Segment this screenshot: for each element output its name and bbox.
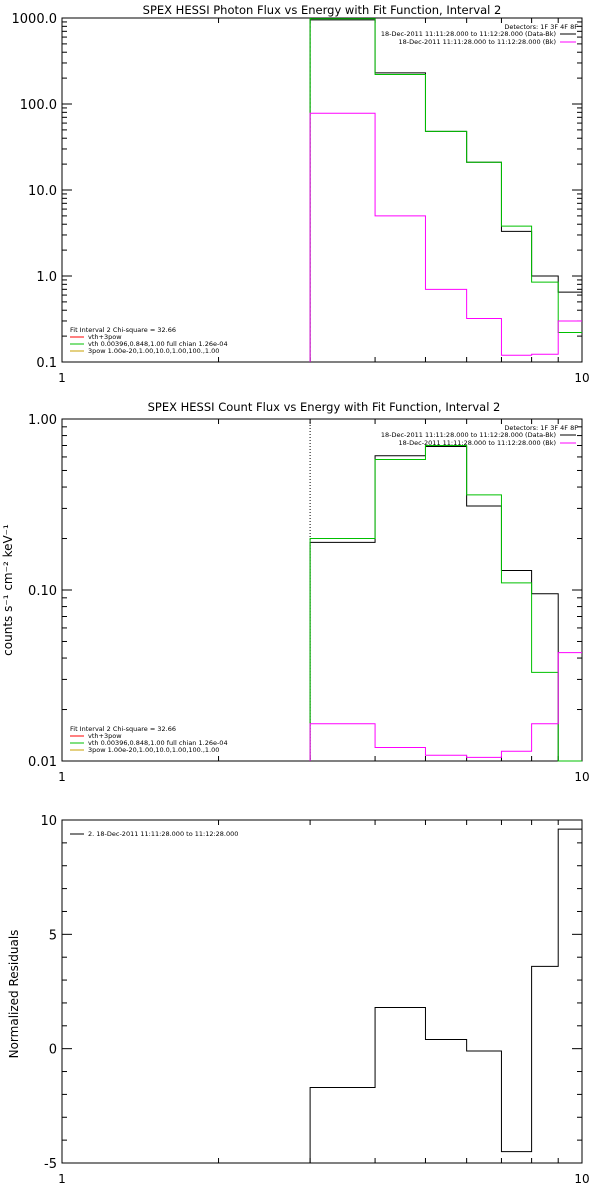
residuals-plot-frame: [61, 819, 583, 1164]
photon-flux-step-path: [309, 112, 582, 362]
photon-flux-x-tick-label: 1: [58, 371, 66, 385]
photon-flux-x-tick-label: 10: [574, 371, 589, 385]
photon-flux-legend-left-text: vth+3pow: [88, 333, 122, 341]
photon-flux-y-tick-label: 100.0: [20, 98, 57, 113]
photon-flux-y-ticks: 0.1 1.0 10.0 100.0 1000.0: [12, 12, 582, 371]
count-flux-step-path: [309, 444, 582, 762]
residuals-legend-left: 2. 18-Dec-2011 11:11:28.000 to 11:12:28.…: [70, 830, 238, 838]
residuals-step-path: [309, 828, 582, 1163]
residuals-x-tick-label: 10: [574, 1172, 589, 1186]
photon-flux-legend-left-text: 3pow 1.00e-20,1.00,10.0,1.00,100.,1.00: [88, 347, 219, 355]
photon-flux-y-tick-label: 0.1: [36, 356, 57, 371]
count-flux-legend-right-text: 18-Dec-2011 11:11:28.000 to 11:12:28.000…: [399, 439, 557, 447]
count-flux-y-tick-label: 0.01: [28, 755, 57, 770]
count-flux-series-bk: [309, 652, 582, 761]
count-flux-legend-left-text: 3pow 1.00e-20,1.00,10.0,1.00,100.,1.00: [88, 746, 219, 754]
count-flux-marks: 1 10 0.01 0.10 1.00: [28, 413, 590, 784]
count-flux-panel: SPEX HESSI Count Flux vs Energy with Fit…: [1, 400, 590, 784]
count-flux-legend-right-text: 18-Dec-2011 11:11:28.000 to 11:12:28.000…: [381, 431, 556, 439]
count-flux-y-tick-label: 0.10: [28, 584, 57, 599]
residuals-y-tick-label: -5: [44, 1157, 57, 1172]
count-flux-step-path: [309, 652, 582, 761]
residuals-series-residuals: [309, 828, 582, 1163]
photon-flux-legend-left-text: vth 0.00396,0.848,1.00 full chian 1.26e-…: [88, 340, 228, 348]
photon-flux-legend-left-text: Fit Interval 2 Chi-square = 32.66: [70, 326, 176, 334]
residuals-panel: 1 10 -5 0 5 10 Normalized Residuals 2. 18-Dec…: [7, 814, 590, 1186]
count-flux-series-vth-3pow: [309, 444, 582, 762]
photon-flux-y-tick-label: 1.0: [36, 270, 57, 285]
photon-flux-x-ticks: 1 10: [58, 18, 590, 385]
photon-flux-series-vth-3pow: [309, 18, 582, 362]
count-flux-detectors-label: Detectors: 1F 3F 4F 8F: [504, 424, 578, 432]
count-flux-title: SPEX HESSI Count Flux vs Energy with Fit…: [148, 400, 501, 414]
residuals-y-tick-label: 0: [49, 1043, 57, 1058]
photon-flux-y-tick-label: 10.0: [28, 184, 57, 199]
residuals-y-tick-label: 10: [40, 814, 57, 829]
count-flux-legend-left: Fit Interval 2 Chi-square = 32.66vth+3po…: [70, 725, 228, 754]
count-flux-x-ticks: 1 10: [58, 419, 590, 784]
photon-flux-panel: SPEX HESSI Photon Flux vs Energy with Fi…: [12, 3, 590, 385]
count-flux-x-tick-label: 10: [574, 770, 589, 784]
count-flux-x-tick-label: 1: [58, 770, 66, 784]
photon-flux-legend-right-text: 18-Dec-2011 11:11:28.000 to 11:12:28.000…: [381, 30, 556, 38]
residuals-legend-left-text: 2. 18-Dec-2011 11:11:28.000 to 11:12:28.…: [88, 830, 238, 838]
photon-flux-detectors-label: Detectors: 1F 3F 4F 8F: [504, 23, 578, 31]
residuals-y-ticks: -5 0 5 10: [40, 814, 582, 1172]
count-flux-legend-right: 18-Dec-2011 11:11:28.000 to 11:12:28.000…: [381, 431, 576, 447]
count-flux-legend-left-text: Fit Interval 2 Chi-square = 32.66: [70, 725, 176, 733]
residuals-y-tick-label: 5: [49, 928, 57, 943]
residuals-x-tick-label: 1: [58, 1172, 66, 1186]
count-flux-y-ticks: 0.01 0.10 1.00: [28, 413, 582, 770]
count-flux-y-axis-label: counts s⁻¹ cm⁻² keV⁻¹: [1, 524, 15, 656]
photon-flux-y-tick-label: 1000.0: [12, 12, 58, 27]
count-flux-legend-left-text: vth 0.00396,0.848,1.00 full chian 1.26e-…: [88, 739, 228, 747]
photon-flux-marks: 1 10 0.1 1.0 10.0 100.0 1000.0: [12, 12, 590, 385]
count-flux-y-tick-label: 1.00: [28, 413, 57, 428]
photon-flux-step-path: [309, 18, 582, 362]
photon-flux-legend-right: 18-Dec-2011 11:11:28.000 to 11:12:28.000…: [381, 30, 576, 46]
photon-flux-series-bk: [309, 112, 582, 362]
photon-flux-legend-left: Fit Interval 2 Chi-square = 32.66vth+3po…: [70, 326, 228, 355]
photon-flux-legend-right-text: 18-Dec-2011 11:11:28.000 to 11:12:28.000…: [399, 38, 557, 46]
residuals-y-axis-label: Normalized Residuals: [7, 930, 21, 1059]
residuals-marks: 1 10 -5 0 5 10: [40, 814, 589, 1186]
photon-flux-title: SPEX HESSI Photon Flux vs Energy with Fi…: [143, 3, 502, 17]
count-flux-legend-left-text: vth+3pow: [88, 732, 122, 740]
